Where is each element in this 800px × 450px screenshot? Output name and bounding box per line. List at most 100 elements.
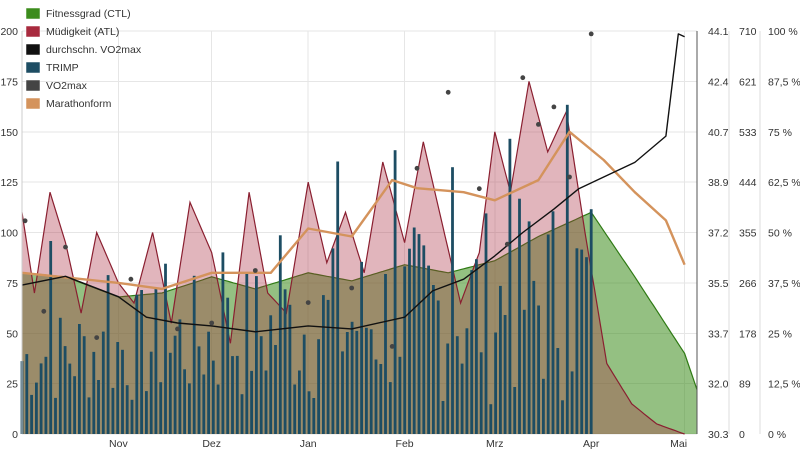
trimp-bar — [192, 275, 196, 434]
vo2max-tick-label: 33.7 — [708, 328, 729, 340]
ctl-line — [21, 211, 698, 390]
trimp-bar — [97, 380, 100, 434]
trimp-bar — [207, 331, 210, 434]
trimp-bar — [345, 332, 349, 434]
vo2max-point — [63, 244, 68, 250]
trimp-bar — [173, 335, 177, 434]
legend-label-trimp: TRIMP — [46, 62, 79, 74]
trimp-bar — [255, 276, 258, 434]
trimp-bar — [87, 397, 91, 434]
vo2max-tick-label: 44.1 — [708, 26, 729, 38]
trimp-bar — [494, 332, 497, 434]
trimp-bar — [542, 378, 545, 434]
trimp-bar — [164, 263, 167, 434]
trimp-bar — [427, 265, 430, 434]
trimp-bar — [341, 351, 344, 434]
trimp-bar — [369, 329, 373, 434]
vo2max-point — [504, 241, 510, 247]
legend-label-form: Marathonform — [46, 98, 112, 110]
trimp-bar — [135, 294, 139, 434]
trimp-bar — [360, 261, 363, 434]
left-tick-label: 175 — [0, 76, 18, 88]
form-tick-label: 87,5 % — [768, 76, 800, 88]
trimp-bar — [460, 363, 464, 434]
trimp-tick-label: 89 — [739, 379, 751, 391]
trimp-bar — [92, 351, 96, 434]
left-tick-label: 100 — [0, 228, 18, 240]
trimp-bar — [513, 387, 517, 434]
trimp-bar — [78, 324, 81, 434]
trimp-bar — [518, 198, 521, 434]
vo2max-point — [551, 104, 557, 110]
trimp-tick-label: 533 — [739, 127, 757, 139]
trimp-bar — [412, 227, 416, 434]
trimp-bar — [183, 369, 186, 434]
trimp-bar — [393, 150, 397, 434]
trimp-bar — [436, 300, 440, 434]
trimp-bar — [73, 376, 76, 434]
vo2max-point — [22, 218, 28, 224]
left-tick-label: 200 — [0, 26, 18, 38]
form-tick-label: 75 % — [768, 127, 792, 139]
trimp-bar — [432, 285, 435, 434]
form-tick-label: 25 % — [768, 328, 792, 340]
trimp-bar — [101, 331, 105, 434]
left-tick-label: 25 — [6, 379, 18, 391]
trimp-bar — [259, 336, 263, 434]
trimp-bar — [451, 167, 454, 434]
trimp-bar — [245, 272, 249, 434]
trimp-bar — [106, 275, 110, 434]
trimp-bar — [379, 364, 383, 434]
trimp-bar — [374, 359, 378, 434]
trimp-tick-label: 621 — [739, 76, 757, 88]
trimp-bar — [288, 304, 292, 434]
trimp-bar — [446, 343, 450, 434]
trimp-bar — [546, 234, 550, 434]
trimp-bar — [178, 319, 182, 434]
trimp-bar — [365, 327, 368, 434]
trimp-bar — [455, 336, 459, 434]
trimp-bar — [202, 374, 206, 434]
trimp-bar — [130, 399, 134, 434]
trimp-tick-label: 444 — [739, 177, 757, 189]
trimp-bar — [216, 384, 220, 434]
left-tick-label: 0 — [12, 429, 18, 441]
trimp-bar — [350, 321, 354, 434]
vo2max-points — [22, 31, 594, 349]
trimp-tick-label: 710 — [739, 26, 757, 38]
trimp-bar — [479, 352, 483, 434]
vo2max-point — [414, 165, 420, 171]
trimp-bar — [49, 241, 53, 434]
trimp-bar — [475, 259, 478, 434]
trimp-bar — [585, 257, 588, 434]
trimp-tick-label: 178 — [739, 328, 757, 340]
x-tick-label: Apr — [583, 438, 600, 450]
trimp-bar — [159, 382, 163, 434]
trimp-bar — [499, 285, 502, 434]
trimp-bar — [197, 346, 201, 434]
trimp-bar — [274, 345, 277, 434]
trimp-bar — [532, 280, 536, 434]
vo2max-tick-label: 42.4 — [708, 76, 729, 88]
trimp-bar — [269, 315, 273, 434]
trimp-bar — [154, 288, 158, 434]
trimp-bar — [68, 363, 72, 434]
legend-label-vo2: VO2max — [46, 80, 88, 92]
trimp-bar — [231, 356, 234, 434]
avgvo2-series-line — [21, 33, 685, 333]
x-tick-label: Mrz — [486, 438, 504, 450]
trimp-bar — [82, 336, 86, 434]
trimp-bar — [264, 370, 268, 434]
x-tick-label: Jan — [300, 438, 317, 450]
form-tick-label: 62,5 % — [768, 177, 800, 189]
form-tick-label: 50 % — [768, 228, 792, 240]
trimp-bar — [537, 305, 540, 434]
trimp-bar — [575, 248, 579, 434]
vo2max-point — [305, 300, 311, 305]
vo2max-point — [128, 276, 134, 282]
axes: 0 25 50 75 100 125 150 175 200 30.3 32.0 33.7 35.5 37… — [0, 26, 800, 450]
legend-label-atl: Müdigkeit (ATL) — [46, 26, 119, 38]
trimp-bar — [30, 394, 33, 434]
vo2max-tick-label: 38.9 — [708, 177, 729, 189]
legend-swatch-vo2 — [25, 79, 41, 92]
